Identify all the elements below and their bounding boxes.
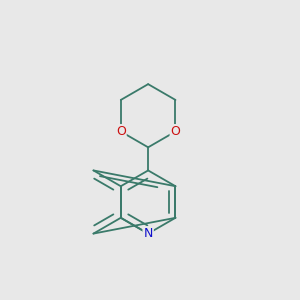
Text: O: O [116,125,126,138]
Text: O: O [171,125,180,138]
Text: N: N [143,227,153,240]
